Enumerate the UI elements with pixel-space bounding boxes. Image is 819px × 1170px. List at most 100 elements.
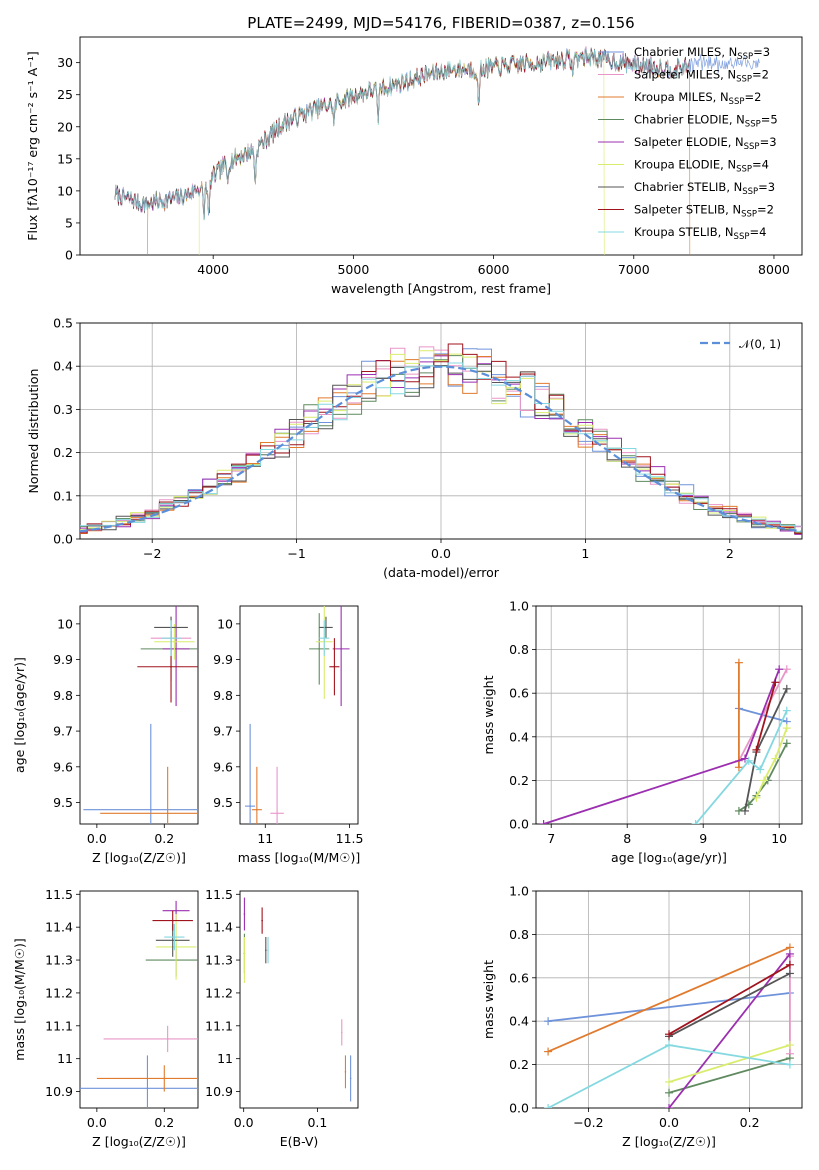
x-axis-label: age [log₁₀(age/yr)] xyxy=(611,850,727,865)
residual_hist-axes: −2 −1 0.0 1 2 0.0 0.1 0.2 0.3 0.4 0.5 (data-model)/… xyxy=(26,316,803,580)
legend-label-text: Chabrier STELIB, N xyxy=(634,180,742,194)
data-point xyxy=(243,959,246,961)
weight-line xyxy=(547,992,791,1023)
legend-label: Chabrier MILES, NSSP=3 xyxy=(634,45,770,62)
weight-line xyxy=(668,972,791,1038)
weight-line xyxy=(668,1057,791,1094)
y-tick-label: 11.3 xyxy=(45,953,73,968)
x-tick-label: 0.2 xyxy=(740,1115,760,1130)
y-axis-label: mass [log₁₀(M/M☉)] xyxy=(12,938,27,1060)
legend-label-text: Kroupa ELODIE, N xyxy=(634,158,736,172)
chart-title: PLATE=2499, MJD=54176, FIBERID=0387, z=0… xyxy=(247,14,634,32)
y-tick-label: 9.6 xyxy=(53,759,73,774)
age_vs_Z-points xyxy=(83,606,198,824)
spectrum-axes: 4000 5000 6000 7000 8000 0 5 10 15 20 25 30 waveleng… xyxy=(25,36,803,296)
legend-label: Salpeter STELIB, NSSP=2 xyxy=(634,203,774,220)
y-tick-label: 0.3 xyxy=(53,402,73,417)
data-point xyxy=(171,919,174,922)
y-tick-label: 0.4 xyxy=(509,729,529,744)
data-point xyxy=(173,640,176,643)
y-tick-label: 0.4 xyxy=(509,1014,529,1029)
x-tick-label: −2 xyxy=(143,546,161,561)
legend-label-tail: =2 xyxy=(744,90,761,104)
data-point xyxy=(256,808,258,811)
x-axis-label: E(B-V) xyxy=(280,1134,319,1149)
y-tick-label: 11.2 xyxy=(45,985,73,1000)
legend-label-sub: SSP xyxy=(741,210,757,220)
y-tick-label: 0.8 xyxy=(509,642,529,657)
legend-label-text: Kroupa STELIB, N xyxy=(634,225,734,239)
spectrum-lines xyxy=(114,46,760,255)
legend-label: Kroupa MILES, NSSP=2 xyxy=(634,90,761,107)
legend-label-text: Salpeter MILES, N xyxy=(634,68,736,82)
data-point xyxy=(323,637,326,639)
x-tick-label: 0.0 xyxy=(234,1115,254,1130)
legend-label-tail: =3 xyxy=(758,180,775,194)
weight-line xyxy=(668,953,791,1108)
y-axis-label: Flux [fλ10⁻¹⁷ erg cm⁻² s⁻¹ A⁻¹] xyxy=(25,51,40,240)
y-tick-label: 0.4 xyxy=(53,359,73,374)
weight-line xyxy=(694,710,788,824)
y-tick-label: 11.4 xyxy=(205,920,233,935)
y-tick-label: 11.3 xyxy=(205,953,233,968)
data-point xyxy=(344,1071,347,1073)
y-tick-label: 0.2 xyxy=(509,1057,529,1072)
legend-label-tail: =3 xyxy=(760,135,777,149)
legend-label-tail: =5 xyxy=(761,113,778,127)
legend-label-sub: SSP xyxy=(745,120,761,130)
age_vs_mass-axes: 11 11.5 9.5 9.6 9.7 9.8 9.9 10 mass [log₁₀(M/M☉)… xyxy=(213,605,363,865)
y-tick-label: 11.5 xyxy=(45,887,73,902)
y-tick-label: 11 xyxy=(217,1051,233,1066)
data-point xyxy=(276,812,278,815)
y-tick-label: 9.7 xyxy=(213,724,233,739)
plot-frame xyxy=(79,605,199,825)
x-tick-label: 10 xyxy=(771,831,787,846)
legend-label: Kroupa ELODIE, NSSP=4 xyxy=(634,158,769,175)
x-tick-label: 0.0 xyxy=(87,1115,107,1130)
y-tick-label: 9.9 xyxy=(53,652,73,667)
weight-line xyxy=(755,727,788,799)
x-axis-label: Z [log₁₀(Z/Z☉)] xyxy=(92,850,186,865)
data-point xyxy=(170,665,172,668)
data-point xyxy=(175,648,177,650)
spectrum-salpeter-miles xyxy=(114,46,690,217)
data-point xyxy=(265,949,267,951)
data-point xyxy=(340,648,342,650)
y-tick-label: 11.4 xyxy=(45,920,73,935)
data-point xyxy=(175,909,177,912)
normal-curve xyxy=(80,365,802,533)
weight-line xyxy=(668,1044,791,1083)
y-tick-label: 10 xyxy=(57,616,73,631)
y-axis-label: mass weight xyxy=(481,960,496,1039)
legend-label-text: Salpeter ELODIE, N xyxy=(634,135,744,149)
y-axis-label: Normed distribution xyxy=(26,369,41,494)
legend-label: Kroupa STELIB, NSSP=4 xyxy=(634,225,766,242)
histogram-kroupa-elodie xyxy=(80,350,802,533)
x-tick-label: 8 xyxy=(623,831,631,846)
x-tick-label: 7 xyxy=(547,831,555,846)
data-point xyxy=(175,946,177,948)
data-point xyxy=(170,637,172,639)
y-tick-label: 10.9 xyxy=(205,1084,233,1099)
y-tick-label: 11.1 xyxy=(45,1018,73,1033)
x-tick-label: 0.2 xyxy=(154,831,174,846)
legend-label-sub: SSP xyxy=(742,187,758,197)
weight_vs_Z-lines xyxy=(544,943,794,1108)
histogram-legend: 𝒩(0, 1) xyxy=(700,337,781,351)
weight-line xyxy=(738,668,788,762)
legend-label-tail: =2 xyxy=(752,68,769,82)
data-point xyxy=(325,626,327,629)
x-tick-label: 0.2 xyxy=(154,1115,174,1130)
data-point xyxy=(333,665,336,668)
y-axis-label: mass weight xyxy=(481,675,496,754)
y-tick-label: 9.8 xyxy=(213,688,233,703)
legend-label-sub: SSP xyxy=(737,52,753,62)
histogram-chabrier-miles xyxy=(80,348,802,531)
legend-label: Chabrier ELODIE, NSSP=5 xyxy=(634,113,778,130)
data-point xyxy=(249,805,251,807)
x-tick-label: 8000 xyxy=(758,262,790,277)
x-tick-label: 9 xyxy=(699,831,707,846)
legend-label-sub: SSP xyxy=(744,142,760,152)
